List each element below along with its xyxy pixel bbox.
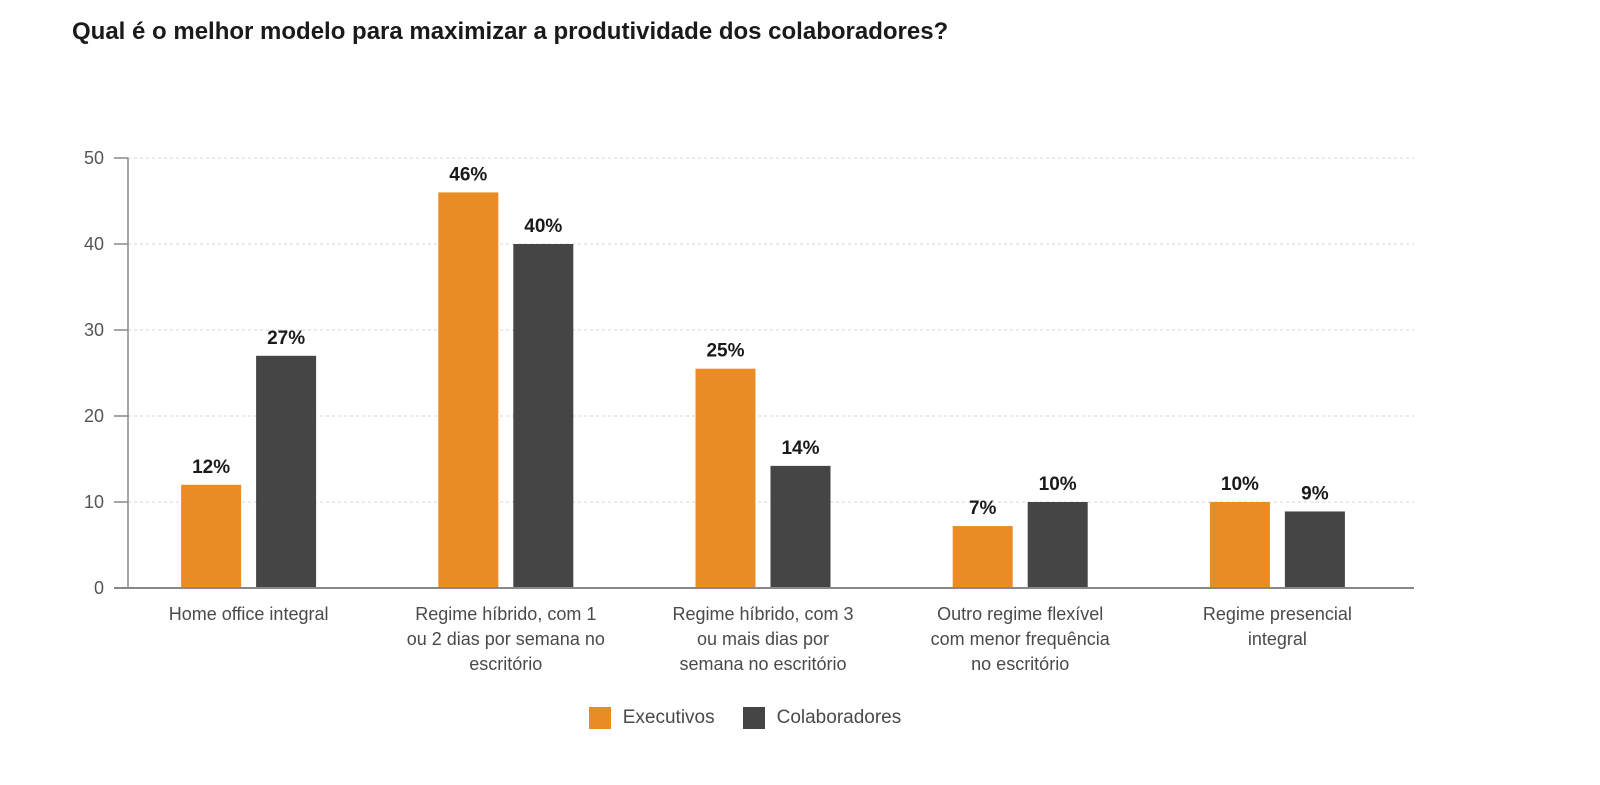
x-tick-label-line: Home office integral xyxy=(168,604,329,624)
y-tick-label-50: 50 xyxy=(84,148,104,168)
chart-legend: Executivos Colaboradores xyxy=(0,707,1490,729)
data-label-colaboradores-2: 14% xyxy=(781,438,819,459)
y-tick-label-40: 40 xyxy=(84,234,104,254)
y-tick-label-30: 30 xyxy=(84,320,104,340)
bar-executivos-0 xyxy=(181,484,242,588)
x-tick-label-4: Regime presencial integral xyxy=(1152,602,1402,652)
x-tick-label-line: Regime presencial xyxy=(1202,604,1352,624)
bar-executivos-2 xyxy=(695,368,756,588)
x-tick-label-2: Regime híbrido, com 3 ou mais dias por sem… xyxy=(638,602,888,677)
x-tick-label-1: Regime híbrido, com 1 ou 2 dias por seman… xyxy=(381,602,631,677)
legend-item-executivos: Executivos xyxy=(588,707,715,729)
x-tick-label-line: ou mais dias por xyxy=(696,629,830,649)
legend-swatch-colaboradores xyxy=(742,707,765,729)
x-tick-label-line: no escritório xyxy=(971,654,1070,674)
x-tick-label-line: com menor frequência xyxy=(930,629,1110,649)
data-label-colaboradores-1: 40% xyxy=(524,216,562,237)
legend-label-executivos: Executivos xyxy=(622,707,715,728)
data-label-colaboradores-4: 9% xyxy=(1301,483,1329,504)
data-label-executivos-4: 10% xyxy=(1221,474,1259,495)
data-label-executivos-2: 25% xyxy=(706,341,744,362)
legend-item-colaboradores: Colaboradores xyxy=(742,707,902,729)
x-tick-label-line: semana no escritório xyxy=(679,654,847,674)
x-tick-label-line: integral xyxy=(1247,629,1307,649)
chart-title: Qual é o melhor modelo para maximizar a … xyxy=(72,18,949,45)
x-tick-label-line: Regime híbrido, com 3 xyxy=(672,604,854,624)
data-label-executivos-1: 46% xyxy=(449,164,487,185)
y-tick-label-10: 10 xyxy=(84,492,104,512)
bar-colaboradores-3 xyxy=(1027,502,1088,588)
data-label-colaboradores-0: 27% xyxy=(267,328,305,349)
x-tick-label-0: Home office integral xyxy=(124,602,374,627)
bar-colaboradores-0 xyxy=(256,355,317,588)
legend-swatch-executivos xyxy=(588,707,611,729)
x-tick-label-line: Regime híbrido, com 1 xyxy=(415,604,597,624)
x-tick-label-line: Outro regime flexível xyxy=(937,604,1104,624)
data-label-executivos-3: 7% xyxy=(969,498,997,519)
legend-label-colaboradores: Colaboradores xyxy=(776,707,902,728)
bar-colaboradores-4 xyxy=(1284,511,1345,588)
x-tick-label-line: escritório xyxy=(469,654,543,674)
data-label-colaboradores-3: 10% xyxy=(1039,474,1077,495)
bar-executivos-4 xyxy=(1209,502,1270,588)
x-tick-label-line: ou 2 dias por semana no xyxy=(406,629,605,649)
bar-executivos-1 xyxy=(438,192,499,588)
bar-colaboradores-1 xyxy=(513,244,574,588)
y-tick-label-20: 20 xyxy=(84,406,104,426)
data-label-executivos-0: 12% xyxy=(192,457,230,478)
bar-colaboradores-2 xyxy=(770,465,831,588)
x-tick-label-3: Outro regime flexível com menor frequênci… xyxy=(895,602,1145,677)
y-tick-label-0: 0 xyxy=(94,578,104,598)
bar-executivos-3 xyxy=(952,526,1013,588)
